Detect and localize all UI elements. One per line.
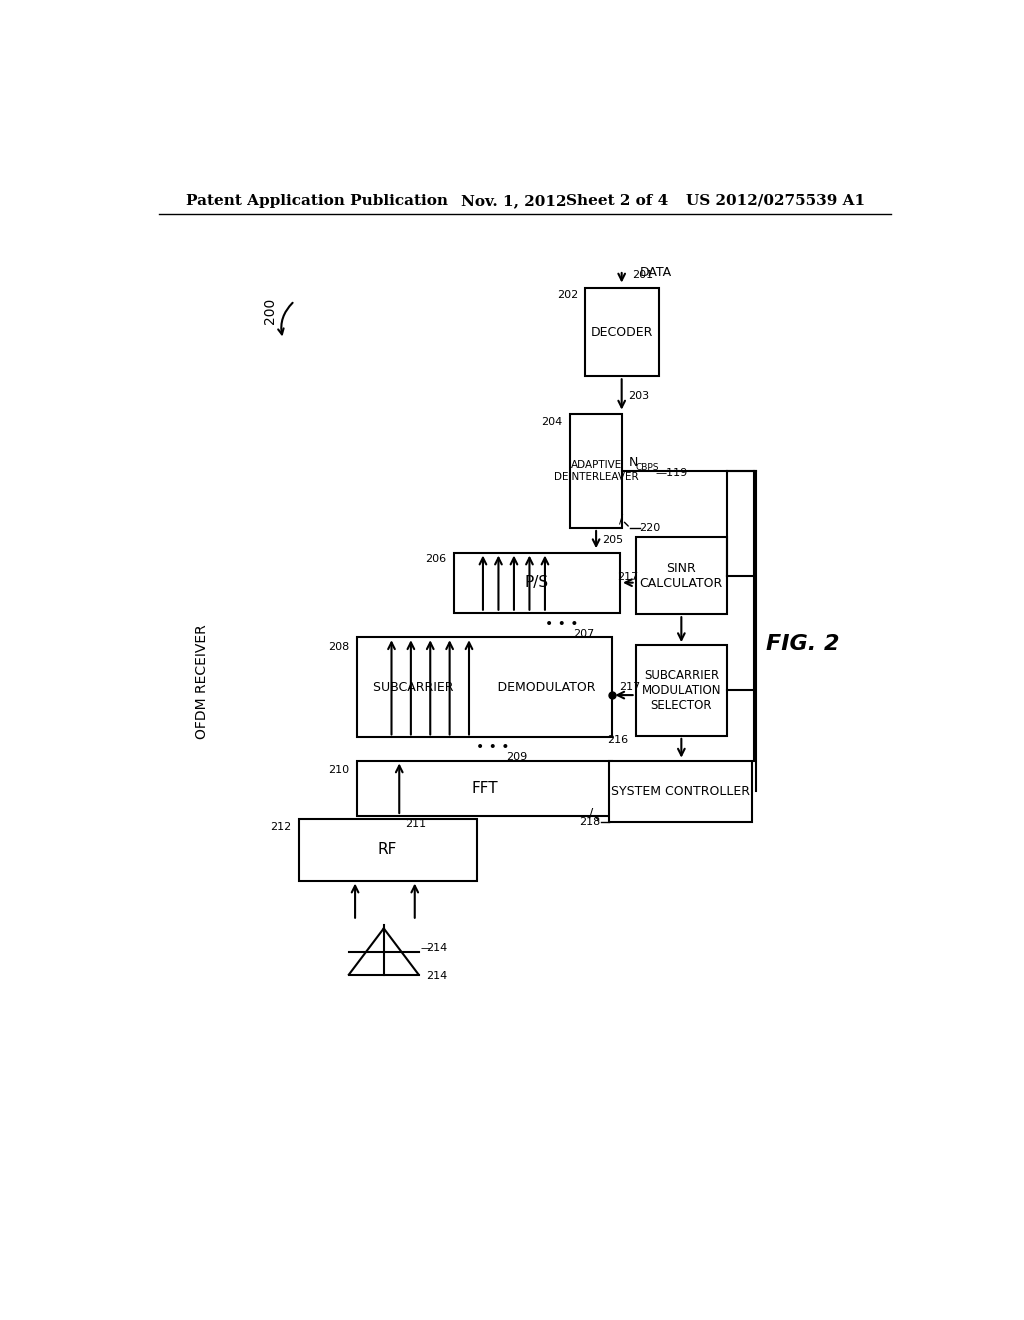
Text: 208: 208 [329, 643, 349, 652]
Bar [608, 760, 752, 822]
Bar [356, 760, 612, 816]
Bar [356, 638, 612, 738]
Text: OFDM RECEIVER: OFDM RECEIVER [195, 624, 209, 739]
Text: DATA: DATA [640, 265, 672, 279]
Text: 200: 200 [263, 298, 276, 323]
Text: Patent Application Publication: Patent Application Publication [186, 194, 449, 207]
Text: 206: 206 [425, 554, 446, 564]
Text: 216: 216 [607, 735, 628, 744]
Text: CBPS: CBPS [636, 463, 659, 473]
Text: FIG. 2: FIG. 2 [766, 634, 839, 653]
Text: 211: 211 [406, 818, 427, 829]
Text: 217: 217 [617, 572, 639, 582]
Text: 201: 201 [632, 271, 653, 280]
Text: SINR
CALCULATOR: SINR CALCULATOR [640, 562, 723, 590]
Text: /: / [590, 807, 594, 820]
Text: 217: 217 [620, 682, 641, 693]
Bar [636, 645, 727, 737]
Text: • • •: • • • [475, 741, 509, 755]
Text: 204: 204 [542, 417, 563, 426]
Text: —119: —119 [655, 467, 687, 478]
Text: P/S: P/S [524, 576, 549, 590]
Text: • • •: • • • [545, 618, 579, 631]
Bar [636, 537, 727, 614]
Text: SUBCARRIER           DEMODULATOR: SUBCARRIER DEMODULATOR [374, 681, 596, 694]
Text: N: N [629, 455, 638, 469]
Bar [299, 818, 477, 880]
Bar [569, 414, 623, 528]
Text: SUBCARRIER
MODULATION
SELECTOR: SUBCARRIER MODULATION SELECTOR [642, 669, 721, 711]
Text: SYSTEM CONTROLLER: SYSTEM CONTROLLER [610, 785, 750, 797]
Text: DECODER: DECODER [591, 326, 653, 338]
Text: US 2012/0275539 A1: US 2012/0275539 A1 [686, 194, 865, 207]
Text: FFT: FFT [471, 780, 498, 796]
Text: Nov. 1, 2012: Nov. 1, 2012 [461, 194, 566, 207]
Text: 214: 214 [426, 972, 447, 981]
Bar [454, 553, 621, 612]
Text: —: — [421, 942, 431, 953]
Text: 218: 218 [580, 817, 601, 828]
Text: 205: 205 [602, 536, 624, 545]
Text: ADAPTIVE
DEINTERLEAVER: ADAPTIVE DEINTERLEAVER [554, 461, 638, 482]
Text: 209: 209 [506, 752, 527, 763]
Bar [586, 288, 658, 376]
Text: RF: RF [378, 842, 397, 858]
Text: 203: 203 [628, 391, 649, 400]
Text: /: / [618, 512, 623, 525]
Text: 207: 207 [573, 630, 595, 639]
Text: 202: 202 [557, 290, 579, 301]
Text: Sheet 2 of 4: Sheet 2 of 4 [566, 194, 668, 207]
Text: 220: 220 [640, 523, 660, 533]
Text: 212: 212 [270, 822, 292, 832]
Text: 214: 214 [426, 942, 447, 953]
Text: 210: 210 [329, 764, 349, 775]
